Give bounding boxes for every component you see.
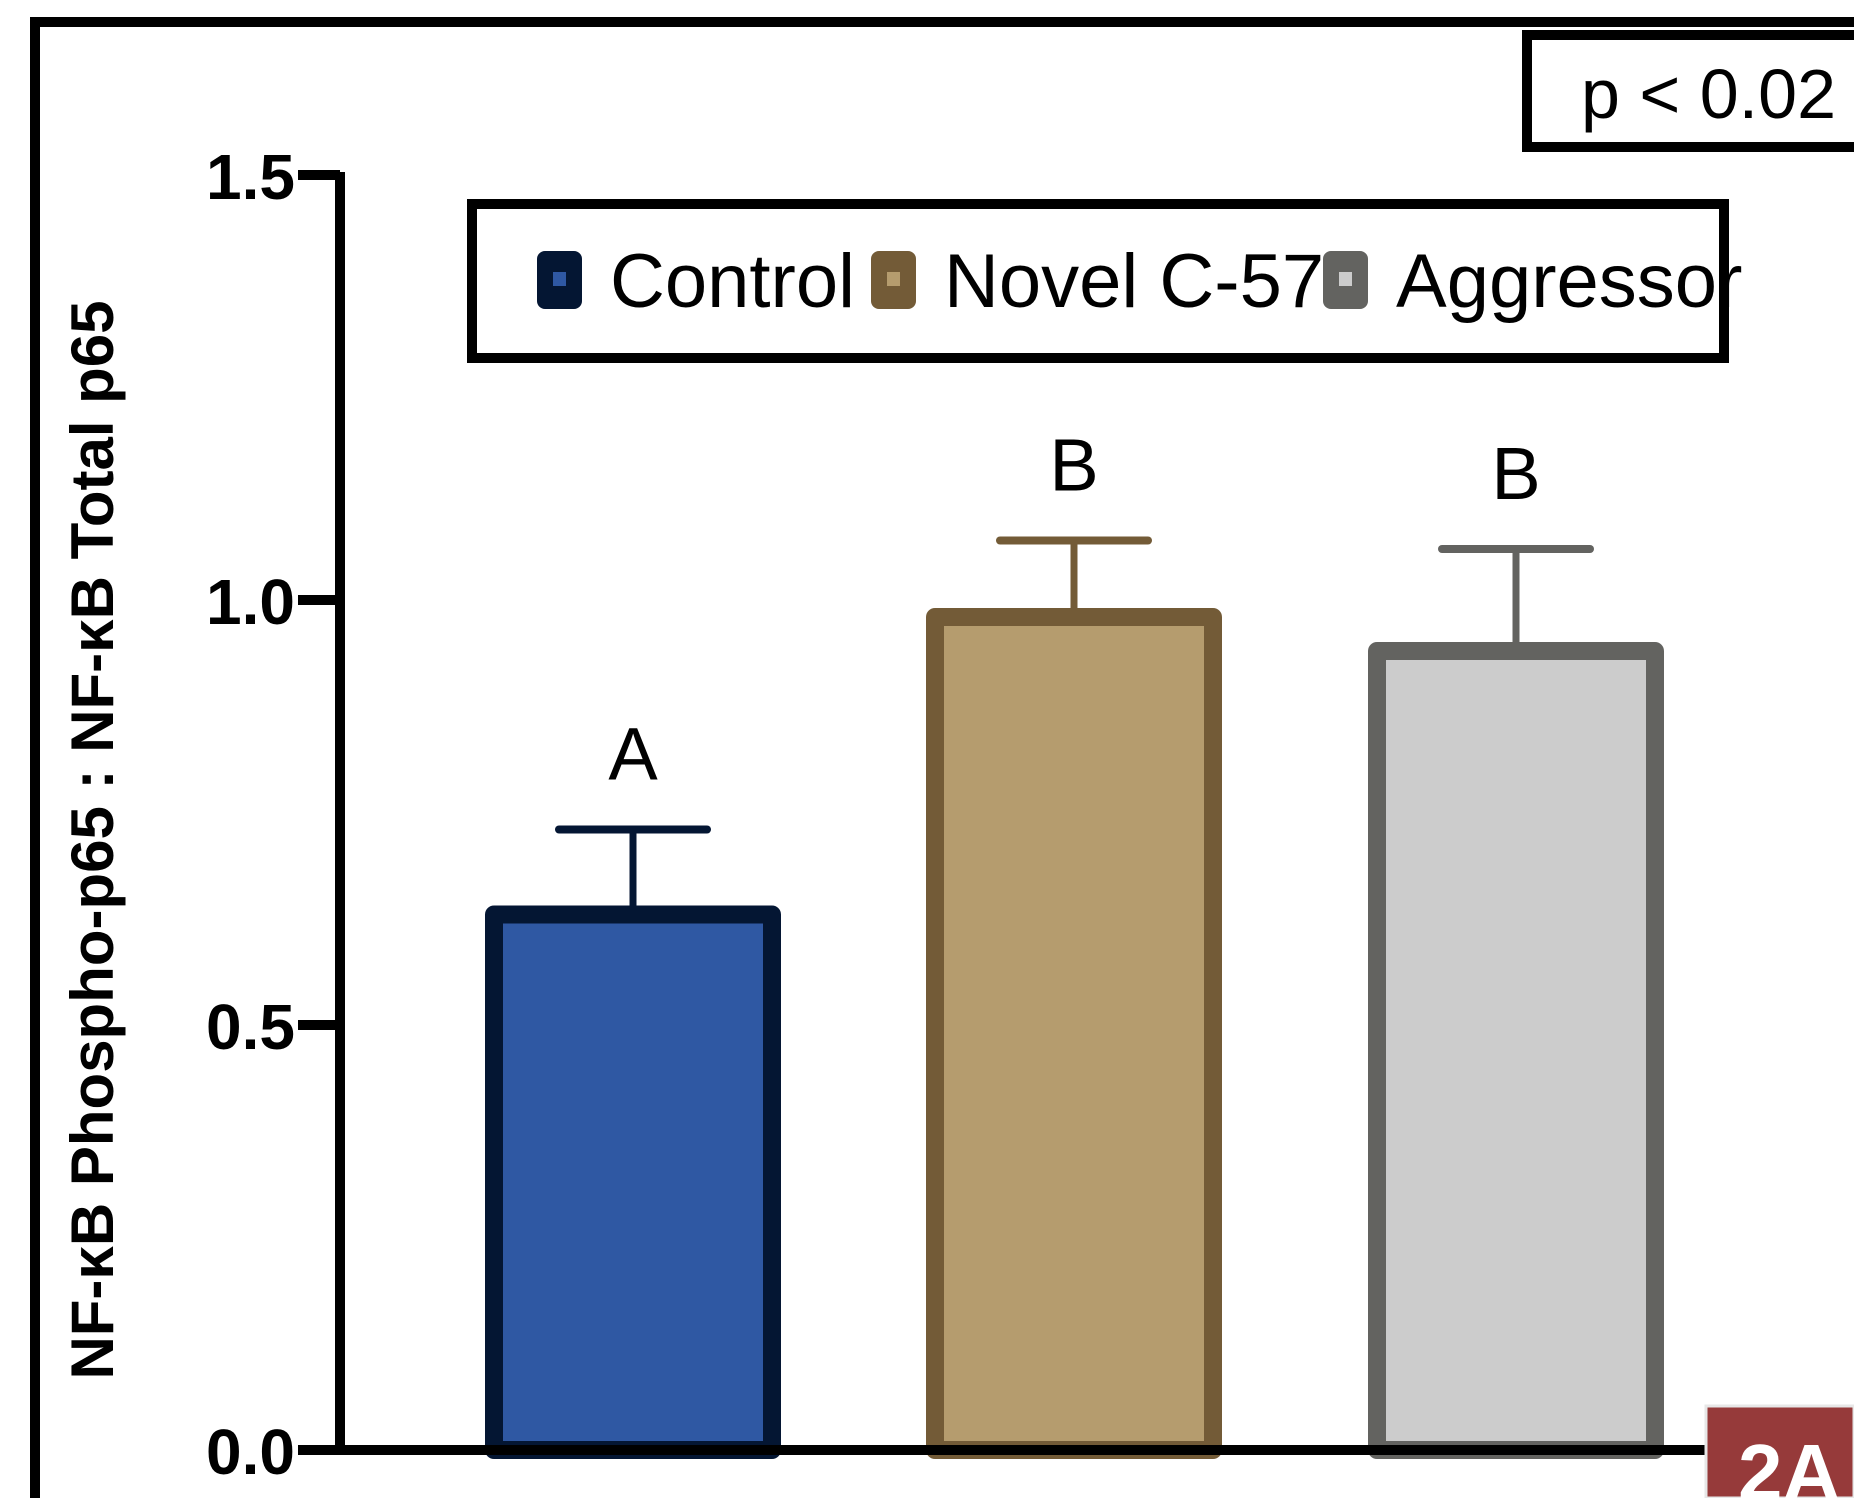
legend: Control Novel C-57 Aggressor (467, 199, 1742, 363)
figure-frame (30, 17, 1854, 1498)
significance-letter: B (1049, 424, 1098, 507)
p-value-text: p < 0.02 (1581, 55, 1836, 133)
panel-label-box (1704, 1404, 1854, 1500)
significance-letter: A (608, 713, 658, 796)
y-tick-label: 1.5 (206, 141, 295, 213)
y-tick-label: 1.0 (206, 566, 295, 638)
legend-label-control: Control (610, 239, 855, 324)
legend-box (467, 199, 1729, 363)
legend-label-novel: Novel C-57 (944, 239, 1324, 324)
p-value-box-border (1522, 30, 1854, 152)
legend-swatch-control-inner (553, 272, 566, 286)
legend-swatch-novel-inner (887, 272, 900, 286)
panel-label-text: 2A (1738, 1428, 1840, 1498)
y-tick-label: 0.0 (206, 1416, 295, 1488)
legend-label-aggressor: Aggressor (1396, 239, 1742, 324)
bar-control (485, 905, 781, 1459)
panel-label: 2A (1704, 1404, 1854, 1503)
bars-layer: A B B (485, 424, 1664, 1459)
y-axis-label: NF-κB Phospho-p65 : NF-κB Total p65 (59, 300, 126, 1379)
bar-aggressor (1368, 642, 1664, 1459)
significance-letter: B (1491, 432, 1540, 515)
y-tick-label: 0.5 (206, 991, 295, 1063)
p-value-box: p < 0.02 (1522, 30, 1854, 152)
legend-swatch-aggressor-inner (1339, 272, 1352, 286)
bar-novel-c-57 (926, 608, 1222, 1459)
axis-layer: 0.0 0.5 1.0 1.5 (206, 141, 1706, 1488)
